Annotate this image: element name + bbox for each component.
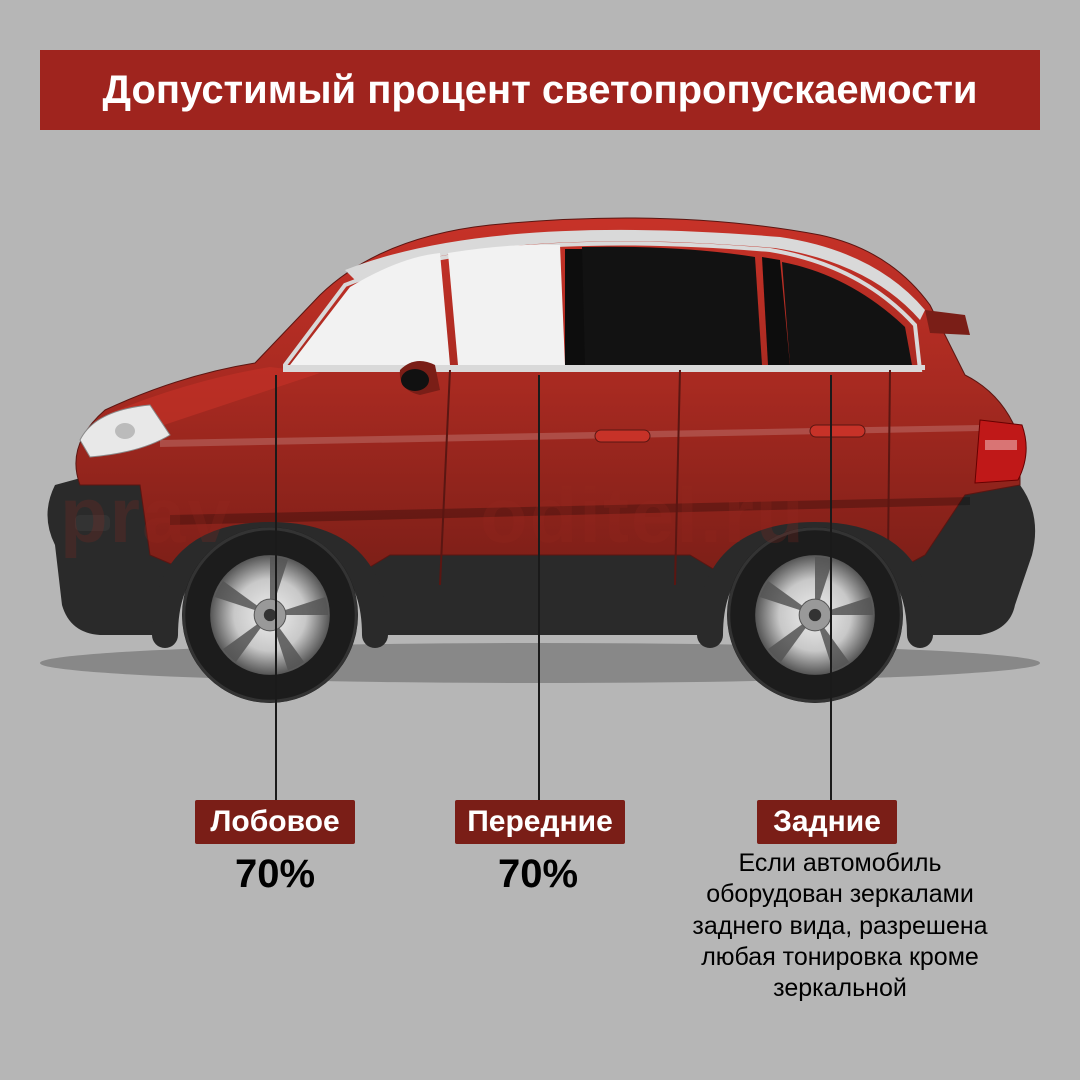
car-illustration [20,185,1060,705]
label-rear: Задние [757,800,897,844]
label-windshield: Лобовое [195,800,355,844]
title-text: Допустимый процент светопропускаемости [102,68,977,113]
value-front: 70% [498,852,578,897]
value-windshield: 70% [235,852,315,897]
car-svg [20,185,1060,705]
infographic-stage: Допустимый процент светопропускаемости p… [0,0,1080,1080]
title-banner: Допустимый процент светопропускаемости [40,50,1040,130]
label-windshield-text: Лобовое [210,805,339,839]
callout-line-front [538,375,540,800]
callout-line-windshield [275,375,277,800]
label-rear-text: Задние [773,805,881,839]
callout-line-rear [830,375,832,800]
note-rear: Если автомобиль оборудован зеркалами зад… [690,848,990,1004]
label-front-text: Передние [467,805,613,839]
label-front: Передние [455,800,625,844]
